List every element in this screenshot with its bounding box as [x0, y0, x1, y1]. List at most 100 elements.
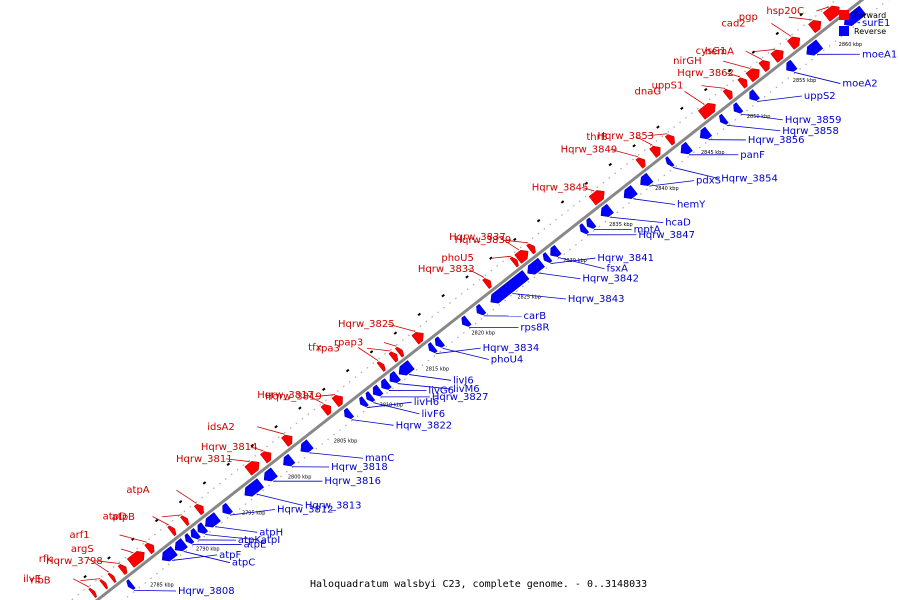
gene-label-forward[interactable]: dnaG [635, 86, 662, 97]
gene-reverse-manC[interactable] [300, 439, 314, 453]
gene-label-reverse[interactable]: Hqrw_3827 [432, 392, 489, 403]
gene-label-reverse[interactable]: atpC [232, 558, 255, 569]
gene-reverse-hcaD[interactable] [600, 203, 614, 217]
gene-forward-Hqrw_3839[interactable] [526, 243, 536, 255]
gene-label-reverse[interactable]: Hqrw_3854 [721, 174, 778, 185]
gene-label-reverse[interactable]: Hqrw_3847 [638, 230, 695, 241]
gene-forward-Hqrw_3825[interactable] [411, 332, 424, 345]
gene-label-reverse[interactable]: livM6 [453, 384, 479, 395]
gene-reverse-carB[interactable] [476, 303, 487, 316]
gene-forward-idsA2[interactable] [281, 434, 293, 447]
gene-forward-atpA[interactable] [193, 503, 204, 516]
gene-label-forward[interactable]: Hqrw_3825 [338, 319, 395, 330]
gene-reverse-livF6[interactable] [365, 391, 376, 403]
gene-reverse-panF[interactable] [680, 141, 693, 155]
gene-label-reverse[interactable]: livG6 [428, 386, 454, 397]
gene-label-reverse[interactable]: phoU4 [491, 355, 524, 366]
gene-forward-cad2[interactable] [786, 36, 801, 50]
gene-label-forward[interactable]: Hqrw_3862 [677, 68, 734, 79]
gene-label-forward[interactable]: arf1 [69, 530, 89, 541]
gene-label-forward[interactable]: idsA2 [207, 422, 235, 433]
gene-label-forward[interactable]: uppS1 [652, 81, 684, 92]
gene-forward-nirGH[interactable] [745, 68, 760, 83]
gene-label-forward[interactable]: ilvE [23, 574, 41, 585]
gene-label-forward[interactable]: Hqrw_3814 [201, 442, 258, 453]
gene-label-forward[interactable]: Hqrw_3833 [418, 264, 475, 275]
gene-label-forward[interactable]: rpa3 [317, 343, 340, 354]
gene-forward-atpD[interactable] [167, 525, 177, 537]
gene-forward-Hqrw_3833[interactable] [482, 278, 492, 290]
gene-reverse-fsxA[interactable] [550, 244, 562, 257]
gene-reverse-pdxS[interactable] [640, 172, 654, 186]
gene-label-reverse[interactable]: Hqrw_3842 [582, 274, 639, 285]
gene-label-reverse[interactable]: mptA [634, 225, 661, 236]
gene-forward-Hqrw_3819[interactable] [331, 395, 343, 408]
gene-label-reverse[interactable]: Hqrw_3808 [178, 586, 235, 597]
gene-forward-rpa3[interactable] [388, 351, 399, 363]
gene-label-reverse[interactable]: Hqrw_3813 [305, 500, 362, 511]
gene-reverse-Hqrw_3818[interactable] [283, 453, 296, 467]
gene-forward-arf1[interactable] [144, 542, 155, 555]
gene-label-forward[interactable]: Hqrw_3837 [449, 232, 506, 243]
gene-reverse-Hqrw_3834[interactable] [427, 342, 438, 354]
gene-reverse-livG6[interactable] [381, 378, 392, 390]
gene-reverse-Hqrw_3813[interactable] [244, 478, 265, 497]
gene-forward-rpap3[interactable] [394, 346, 405, 358]
gene-label-reverse[interactable]: uppS2 [804, 91, 836, 102]
gene-label-reverse[interactable]: atpE [244, 540, 267, 551]
gene-label-forward[interactable]: rpap3 [334, 338, 363, 349]
gene-reverse-Hqrw_3858[interactable] [719, 113, 729, 125]
gene-label-forward[interactable]: cad2 [721, 18, 745, 29]
gene-label-reverse[interactable]: moeA2 [842, 79, 877, 90]
gene-label-forward[interactable]: phoU5 [441, 253, 474, 264]
gene-label-reverse[interactable]: Hqrw_3812 [277, 505, 334, 516]
gene-label-forward[interactable]: Hqrw_3839 [455, 235, 512, 246]
gene-forward-thrB[interactable] [649, 145, 661, 158]
gene-label-reverse[interactable]: hemY [677, 200, 706, 211]
gene-label-reverse[interactable]: Hqrw_3843 [568, 294, 625, 305]
gene-reverse-moeA1[interactable] [806, 39, 824, 56]
gene-forward-ribB[interactable] [99, 579, 109, 590]
gene-label-forward[interactable]: nirGH [673, 56, 702, 67]
gene-forward-Hqrw_3845[interactable] [588, 190, 605, 206]
gene-reverse-Hqrw_3812[interactable] [222, 502, 233, 515]
gene-reverse-livJ6[interactable] [398, 360, 415, 376]
gene-label-forward[interactable]: Hqrw_3811 [176, 454, 233, 465]
gene-label-reverse[interactable]: panF [740, 150, 765, 161]
gene-label-reverse[interactable]: atpH [259, 527, 283, 538]
gene-forward-Hqrw_3853[interactable] [664, 134, 675, 146]
gene-reverse-atpK[interactable] [190, 527, 201, 540]
gene-label-reverse[interactable]: Hqrw_3858 [782, 126, 839, 137]
gene-label-forward[interactable]: atpD [103, 511, 127, 522]
gene-label-forward[interactable]: atpB [112, 512, 135, 523]
gene-forward-pgp[interactable] [808, 20, 822, 34]
gene-forward-Hqrw_3862[interactable] [737, 77, 748, 89]
gene-label-forward[interactable]: Hqrw_3853 [597, 131, 654, 142]
gene-reverse-Hqrw_3816[interactable] [263, 467, 278, 482]
gene-reverse-hemY[interactable] [623, 185, 638, 199]
gene-reverse-Hqrw_3827[interactable] [372, 384, 384, 397]
gene-label-reverse[interactable]: livH6 [414, 397, 439, 408]
gene-label-reverse[interactable]: Hqrw_3822 [396, 420, 453, 431]
gene-label-forward[interactable]: cysG1 [696, 46, 727, 57]
gene-reverse-atpF[interactable] [161, 545, 178, 562]
gene-reverse-phoU4[interactable] [434, 336, 446, 348]
gene-forward-Hqrw_3811[interactable] [244, 461, 260, 476]
gene-label-forward[interactable]: Hqrw_3817 [257, 390, 314, 401]
gene-reverse-Hqrw_3841[interactable] [542, 252, 553, 264]
gene-reverse-mptA[interactable] [586, 217, 597, 229]
gene-forward-hemA[interactable] [770, 49, 784, 63]
gene-reverse-atpE[interactable] [184, 533, 195, 545]
gene-label-reverse[interactable]: fsxA [606, 264, 628, 275]
gene-label-reverse[interactable]: pdxS [696, 176, 721, 187]
gene-label-reverse[interactable]: surE1 [862, 18, 890, 29]
gene-forward-Hqrw_3837[interactable] [514, 249, 529, 264]
gene-label-forward[interactable]: thrB [586, 132, 607, 143]
gene-reverse-Hqrw_3842[interactable] [527, 257, 546, 275]
gene-reverse-Hqrw_3847[interactable] [579, 223, 590, 235]
gene-label-reverse[interactable]: moeA1 [862, 49, 897, 60]
gene-forward-rfk[interactable] [107, 572, 117, 584]
gene-forward-hsp20C[interactable] [822, 5, 840, 22]
gene-forward-tfx[interactable] [376, 361, 386, 372]
gene-label-reverse[interactable]: atpI [261, 535, 280, 546]
